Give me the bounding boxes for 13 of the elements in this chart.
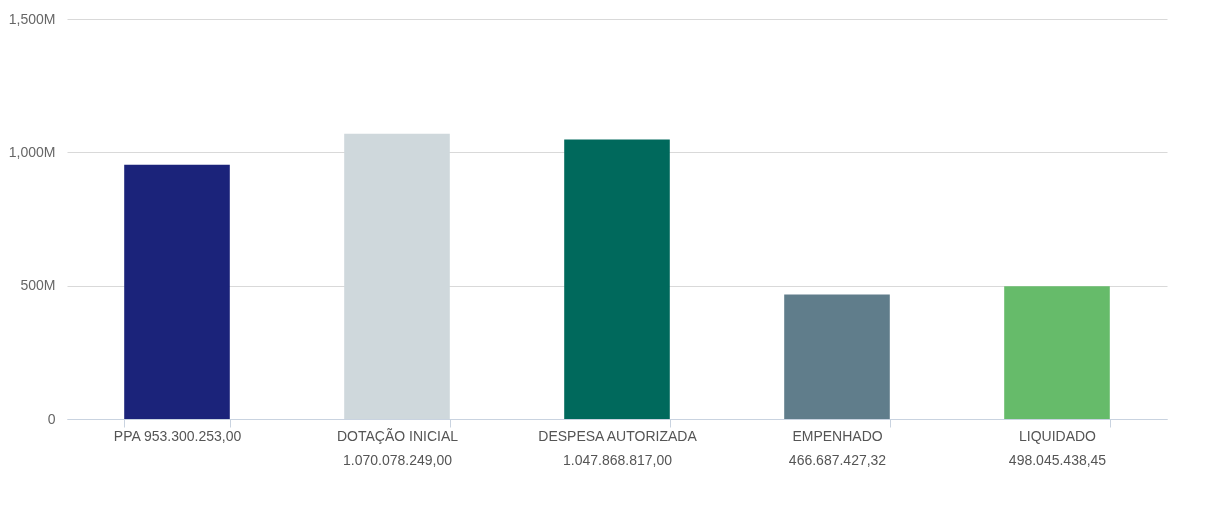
x-tick-label: PPA 953.300.253,00 [113,427,242,444]
y-tick-label: 1,000M [8,143,56,160]
y-tick-label: 0 [47,410,56,427]
x-tick-label: EMPENHADO 466.687.427,32 [788,427,887,468]
bar [124,164,230,419]
x-tick-label: LIQUIDADO 498.045.438,45 [1008,427,1107,468]
bar [784,294,890,419]
bar [564,139,670,419]
x-tick-label: DOTAÇÃO INICIAL 1.070.078.249,00 [336,427,459,468]
y-tick-label: 500M [20,277,56,294]
x-tick-label: DESPESA AUTORIZADA 1.047.868.817,00 [538,427,698,468]
y-tick-label: 1,500M [8,10,56,27]
bar [1004,286,1110,419]
